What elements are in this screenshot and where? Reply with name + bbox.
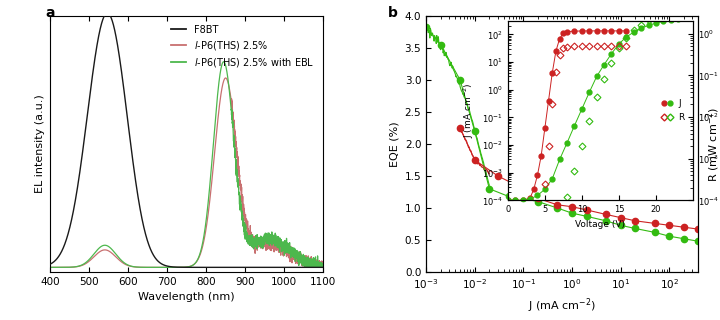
Legend: F8BT, $\it{l}$-P6(THS) 2.5%, $\it{l}$-P6(THS) 2.5% with EBL: F8BT, $\it{l}$-P6(THS) 2.5%, $\it{l}$-P6…: [167, 21, 318, 72]
Text: a: a: [45, 6, 55, 20]
Y-axis label: EL intensity (a.u.): EL intensity (a.u.): [35, 95, 45, 193]
Y-axis label: R (mW cm$^{-2}$): R (mW cm$^{-2}$): [704, 106, 720, 182]
Text: b: b: [388, 6, 398, 20]
X-axis label: J (mA cm$^{-2}$): J (mA cm$^{-2}$): [528, 296, 596, 315]
X-axis label: Wavelength (nm): Wavelength (nm): [138, 292, 235, 302]
Y-axis label: EQE (%): EQE (%): [389, 121, 399, 167]
